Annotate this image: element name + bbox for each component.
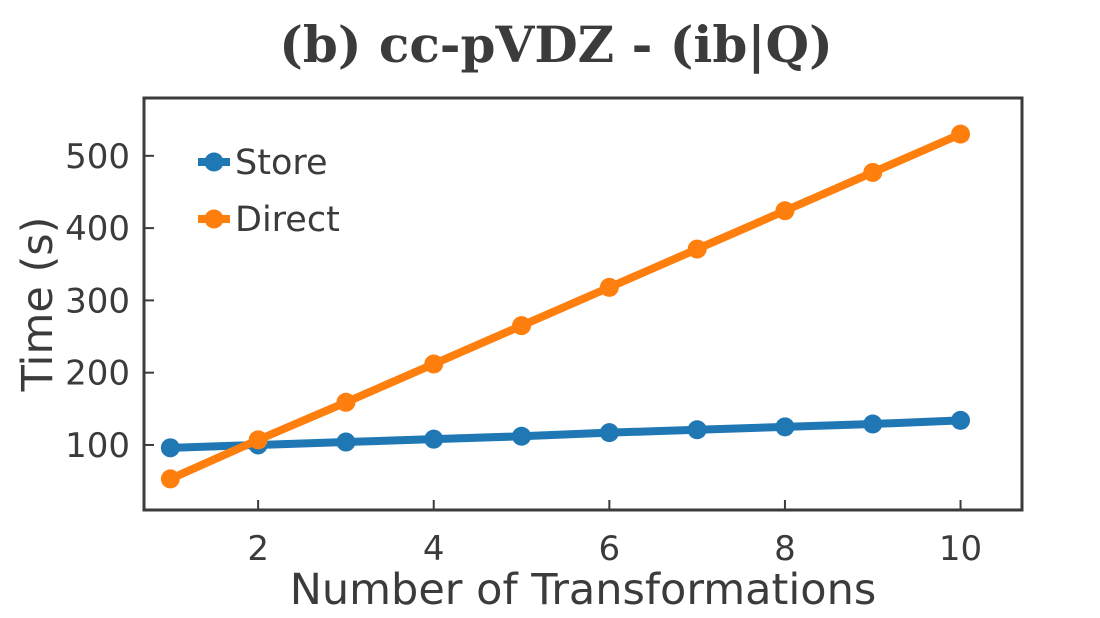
legend-direct-label: Direct	[235, 200, 340, 240]
series-direct-point	[160, 469, 180, 489]
y-tick-label: 200	[65, 354, 130, 394]
series-store-point	[687, 420, 707, 440]
x-tick-label: 2	[247, 529, 269, 569]
legend: Store Direct	[198, 143, 340, 240]
series-layer	[160, 124, 971, 489]
series-direct-point	[424, 354, 444, 374]
plot-frame	[142, 96, 1024, 512]
y-tick-label: 300	[65, 281, 130, 321]
series-store-point	[160, 438, 180, 458]
x-tick-label: 4	[423, 529, 445, 569]
series-store-line	[166, 416, 965, 452]
x-axis-label: Number of Transformations	[290, 565, 877, 615]
x-tick-label: 8	[774, 529, 796, 569]
series-store-point	[424, 429, 444, 449]
series-store-point	[775, 417, 795, 437]
x-tick-label: 10	[939, 529, 982, 569]
y-axis-ticks: 100 200 300 400 500	[65, 137, 154, 466]
series-direct-point	[248, 430, 268, 450]
series-direct-point	[951, 124, 971, 144]
y-tick-label: 400	[65, 209, 130, 249]
series-store	[160, 410, 971, 458]
legend-store-label: Store	[235, 143, 328, 183]
series-direct-point	[687, 239, 707, 259]
series-direct-line	[166, 130, 965, 483]
series-store-point	[951, 410, 971, 430]
series-direct-point	[863, 162, 883, 182]
series-store-point	[336, 432, 356, 452]
series-store-point	[599, 423, 619, 443]
legend-store-marker	[204, 152, 224, 172]
x-tick-label: 6	[599, 529, 621, 569]
series-direct-point	[775, 201, 795, 221]
series-direct	[160, 124, 971, 489]
y-axis-label: Time (s)	[13, 217, 63, 393]
legend-direct-marker	[204, 209, 224, 229]
series-store-point	[863, 414, 883, 434]
series-direct-point	[599, 277, 619, 297]
series-store-point	[512, 426, 532, 446]
chart-title: (b) cc-pVDZ - (ib|Q)	[279, 15, 833, 75]
x-axis-ticks: 2 4 6 8 10	[247, 500, 982, 569]
y-tick-label: 100	[65, 426, 130, 466]
series-direct-point	[512, 316, 532, 336]
series-direct-point	[336, 392, 356, 412]
y-tick-label: 500	[65, 137, 130, 177]
